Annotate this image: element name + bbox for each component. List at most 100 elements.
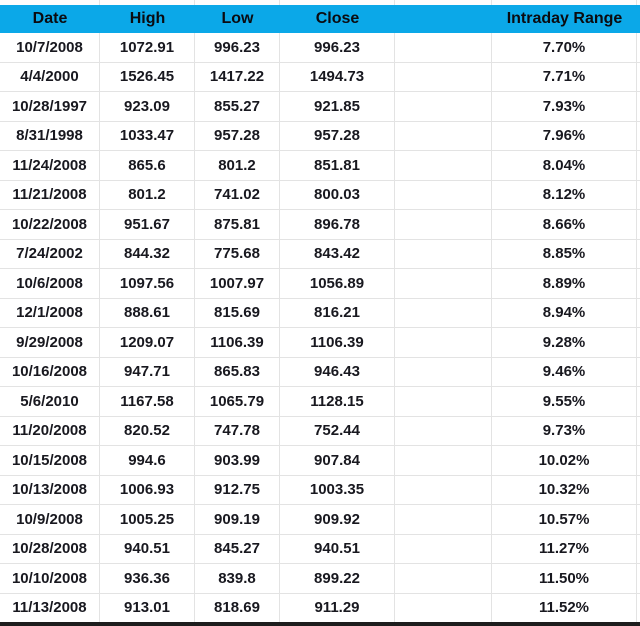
cell-date[interactable]: 10/7/2008 <box>0 33 100 62</box>
cell-high[interactable]: 844.32 <box>100 239 195 268</box>
cell-date[interactable]: 11/21/2008 <box>0 180 100 209</box>
cell-empty[interactable] <box>395 593 492 622</box>
cell-intraday-range[interactable]: 9.28% <box>492 328 637 357</box>
cell-empty[interactable] <box>395 180 492 209</box>
cell-close[interactable]: 921.85 <box>280 92 395 121</box>
cell-close[interactable]: 911.29 <box>280 593 395 622</box>
cell-date[interactable]: 4/4/2000 <box>0 62 100 91</box>
cell-empty[interactable] <box>395 505 492 534</box>
cell-date[interactable]: 9/29/2008 <box>0 328 100 357</box>
cell-date[interactable]: 11/20/2008 <box>0 416 100 445</box>
cell-high[interactable]: 820.52 <box>100 416 195 445</box>
cell-date[interactable]: 10/15/2008 <box>0 446 100 475</box>
cell-intraday-range[interactable]: 8.94% <box>492 298 637 327</box>
cell-empty[interactable] <box>395 239 492 268</box>
cell-empty[interactable] <box>395 92 492 121</box>
cell-close[interactable]: 1106.39 <box>280 328 395 357</box>
cell-date[interactable]: 5/6/2010 <box>0 387 100 416</box>
cell-intraday-range[interactable]: 7.93% <box>492 92 637 121</box>
cell-date[interactable]: 10/28/2008 <box>0 534 100 563</box>
cell-empty[interactable] <box>395 534 492 563</box>
cell-low[interactable]: 741.02 <box>195 180 280 209</box>
cell-empty[interactable] <box>395 446 492 475</box>
cell-low[interactable]: 818.69 <box>195 593 280 622</box>
cell-low[interactable]: 855.27 <box>195 92 280 121</box>
cell-date[interactable]: 12/1/2008 <box>0 298 100 327</box>
cell-close[interactable]: 816.21 <box>280 298 395 327</box>
cell-intraday-range[interactable]: 8.04% <box>492 151 637 180</box>
cell-close[interactable]: 1056.89 <box>280 269 395 298</box>
cell-low[interactable]: 909.19 <box>195 505 280 534</box>
cell-close[interactable]: 907.84 <box>280 446 395 475</box>
cell-date[interactable]: 11/24/2008 <box>0 151 100 180</box>
cell-empty[interactable] <box>395 210 492 239</box>
cell-close[interactable]: 1128.15 <box>280 387 395 416</box>
header-cell-close[interactable]: Close <box>315 10 360 27</box>
cell-intraday-range[interactable]: 8.12% <box>492 180 637 209</box>
cell-high[interactable]: 865.6 <box>100 151 195 180</box>
header-cell-date[interactable]: Date <box>32 10 68 27</box>
cell-close[interactable]: 996.23 <box>280 33 395 62</box>
cell-close[interactable]: 899.22 <box>280 564 395 593</box>
cell-empty[interactable] <box>395 328 492 357</box>
cell-low[interactable]: 865.83 <box>195 357 280 386</box>
cell-empty[interactable] <box>395 475 492 504</box>
cell-intraday-range[interactable]: 10.32% <box>492 475 637 504</box>
cell-high[interactable]: 1167.58 <box>100 387 195 416</box>
header-cell-empty[interactable] <box>395 5 492 33</box>
cell-intraday-range[interactable]: 7.96% <box>492 121 637 150</box>
cell-empty[interactable] <box>395 269 492 298</box>
cell-high[interactable]: 888.61 <box>100 298 195 327</box>
cell-close[interactable]: 946.43 <box>280 357 395 386</box>
cell-high[interactable]: 994.6 <box>100 446 195 475</box>
cell-empty[interactable] <box>395 33 492 62</box>
cell-high[interactable]: 940.51 <box>100 534 195 563</box>
cell-intraday-range[interactable]: 11.52% <box>492 593 637 622</box>
cell-high[interactable]: 1006.93 <box>100 475 195 504</box>
cell-empty[interactable] <box>395 121 492 150</box>
cell-low[interactable]: 815.69 <box>195 298 280 327</box>
cell-intraday-range[interactable]: 8.89% <box>492 269 637 298</box>
cell-date[interactable]: 11/13/2008 <box>0 593 100 622</box>
cell-high[interactable]: 913.01 <box>100 593 195 622</box>
cell-empty[interactable] <box>395 357 492 386</box>
cell-date[interactable]: 7/24/2002 <box>0 239 100 268</box>
cell-low[interactable]: 1417.22 <box>195 62 280 91</box>
cell-date[interactable]: 8/31/1998 <box>0 121 100 150</box>
cell-intraday-range[interactable]: 9.46% <box>492 357 637 386</box>
cell-intraday-range[interactable]: 8.66% <box>492 210 637 239</box>
cell-high[interactable]: 1005.25 <box>100 505 195 534</box>
cell-close[interactable]: 800.03 <box>280 180 395 209</box>
header-cell-high[interactable]: High <box>129 10 166 27</box>
cell-intraday-range[interactable]: 10.02% <box>492 446 637 475</box>
cell-empty[interactable] <box>395 298 492 327</box>
cell-close[interactable]: 896.78 <box>280 210 395 239</box>
cell-date[interactable]: 10/6/2008 <box>0 269 100 298</box>
cell-low[interactable]: 903.99 <box>195 446 280 475</box>
cell-date[interactable]: 10/22/2008 <box>0 210 100 239</box>
cell-high[interactable]: 1072.91 <box>100 33 195 62</box>
header-cell-intraday-range[interactable]: Intraday Range <box>506 10 623 27</box>
cell-low[interactable]: 957.28 <box>195 121 280 150</box>
cell-date[interactable]: 10/9/2008 <box>0 505 100 534</box>
cell-low[interactable]: 996.23 <box>195 33 280 62</box>
cell-empty[interactable] <box>395 387 492 416</box>
cell-intraday-range[interactable]: 7.71% <box>492 62 637 91</box>
header-cell-low[interactable]: Low <box>221 10 254 27</box>
cell-high[interactable]: 936.36 <box>100 564 195 593</box>
cell-low[interactable]: 1065.79 <box>195 387 280 416</box>
cell-low[interactable]: 801.2 <box>195 151 280 180</box>
cell-close[interactable]: 752.44 <box>280 416 395 445</box>
cell-intraday-range[interactable]: 11.27% <box>492 534 637 563</box>
cell-close[interactable]: 1003.35 <box>280 475 395 504</box>
cell-close[interactable]: 1494.73 <box>280 62 395 91</box>
cell-low[interactable]: 875.81 <box>195 210 280 239</box>
cell-date[interactable]: 10/16/2008 <box>0 357 100 386</box>
cell-intraday-range[interactable]: 10.57% <box>492 505 637 534</box>
cell-empty[interactable] <box>395 564 492 593</box>
cell-high[interactable]: 801.2 <box>100 180 195 209</box>
cell-intraday-range[interactable]: 9.73% <box>492 416 637 445</box>
cell-high[interactable]: 1097.56 <box>100 269 195 298</box>
cell-intraday-range[interactable]: 7.70% <box>492 33 637 62</box>
cell-close[interactable]: 957.28 <box>280 121 395 150</box>
